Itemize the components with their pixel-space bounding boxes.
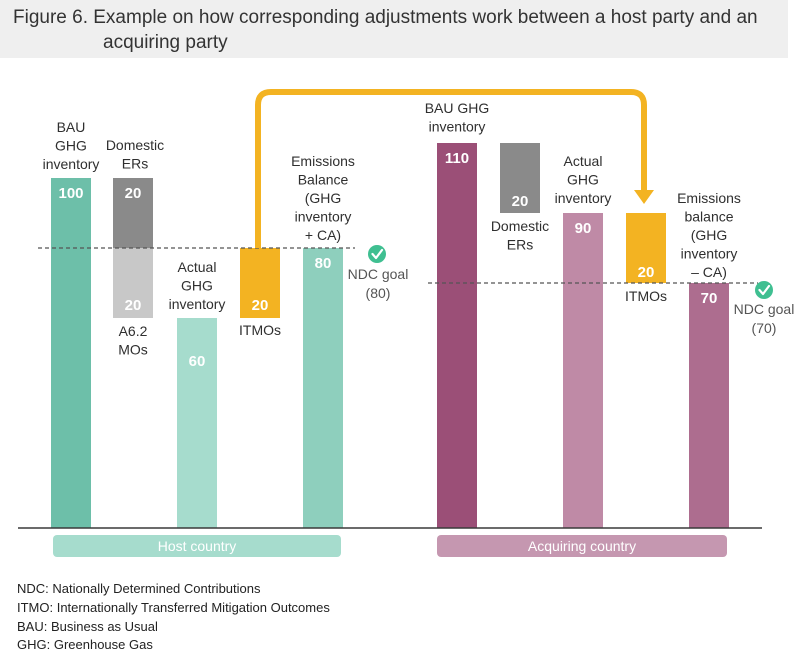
- bar-h-bal: [303, 248, 343, 528]
- bar-label-h-der-line-1: Domestic: [106, 137, 164, 153]
- bar-label-h-bal-line-4: inventory: [295, 209, 352, 225]
- bar-value-h-der: 20: [125, 185, 142, 202]
- bar-a-itmo: [626, 213, 666, 283]
- check-icon-host-tick: [371, 248, 384, 260]
- bar-label-h-a62-line-1: A6.2: [119, 323, 148, 339]
- bar-label-a-bau-line-1: BAU GHG: [425, 100, 490, 116]
- footnote-itmo: ITMO: Internationally Transferred Mitiga…: [17, 600, 330, 615]
- group-label-host: Host country: [158, 538, 237, 554]
- ndc-goal-label-acquiring: NDC goal: [734, 301, 795, 317]
- bar-label-h-bau-line-3: inventory: [43, 156, 100, 172]
- bar-label-h-actual-line-1: Actual: [178, 259, 217, 275]
- bar-a-der: [500, 143, 540, 213]
- figure-title-line-2: acquiring party: [103, 32, 228, 53]
- bar-label-h-bau-line-1: BAU: [57, 119, 86, 135]
- check-icon-acquiring-tick: [758, 284, 771, 296]
- check-icon-host: [368, 245, 386, 263]
- bar-h-der: [113, 178, 153, 248]
- ndc-goal-value-acquiring: (70): [752, 320, 777, 336]
- bar-label-h-bal-line-5: + CA): [305, 227, 341, 243]
- bar-value-a-bau: 110: [445, 150, 469, 167]
- itmo-transfer-arrowhead: [634, 190, 654, 204]
- bar-value-h-actual: 60: [189, 353, 206, 370]
- bar-label-h-bau-line-2: GHG: [55, 138, 87, 154]
- bar-label-a-bal-line-3: (GHG: [691, 227, 728, 243]
- bar-value-a-bal: 70: [701, 290, 718, 307]
- bar-label-a-bal-line-5: – CA): [691, 264, 727, 280]
- bar-label-h-a62-line-2: MOs: [118, 342, 148, 358]
- bar-label-h-der-line-2: ERs: [122, 156, 148, 172]
- bar-a-bau: [437, 143, 477, 528]
- check-icon-acquiring: [755, 281, 773, 299]
- bar-value-a-actual: 90: [575, 220, 592, 237]
- bar-label-a-bau-line-2: inventory: [429, 119, 486, 135]
- bar-h-bau: [51, 178, 91, 528]
- group-label-acquiring: Acquiring country: [528, 538, 636, 554]
- bar-label-a-itmo-line-1: ITMOs: [625, 288, 667, 304]
- bar-label-h-bal-line-3: (GHG: [305, 190, 342, 206]
- bar-label-a-actual-line-2: GHG: [567, 172, 599, 188]
- bar-label-h-bal-line-1: Emissions: [291, 153, 355, 169]
- bar-label-h-itmo-line-1: ITMOs: [239, 322, 281, 338]
- footnote-ndc: NDC: Nationally Determined Contributions: [17, 581, 261, 596]
- itmo-transfer-arrow: [255, 89, 647, 248]
- figure-title-bar: [0, 0, 788, 58]
- bar-label-a-actual-line-3: inventory: [555, 190, 612, 206]
- bar-h-itmo: [240, 248, 280, 318]
- ndc-goal-label-host: NDC goal: [348, 266, 409, 282]
- bar-value-h-a62: 20: [125, 297, 142, 314]
- bar-a-actual: [563, 213, 603, 528]
- bar-h-actual: [177, 318, 217, 528]
- bar-label-h-actual-line-2: GHG: [181, 278, 213, 294]
- bar-value-a-der: 20: [512, 193, 529, 210]
- bar-label-a-actual-line-1: Actual: [564, 153, 603, 169]
- bar-value-h-itmo: 20: [252, 297, 269, 314]
- bar-value-h-bau: 100: [58, 185, 83, 202]
- bar-a-bal: [689, 283, 729, 528]
- bar-label-a-der-line-2: ERs: [507, 237, 533, 253]
- bar-label-a-bal-line-2: balance: [684, 209, 733, 225]
- ndc-goal-value-host: (80): [366, 285, 391, 301]
- bar-label-a-bal-line-4: inventory: [681, 246, 738, 262]
- bar-label-a-der-line-1: Domestic: [491, 218, 549, 234]
- figure-title-line-1: Figure 6. Example on how corresponding a…: [13, 7, 758, 28]
- bar-h-a62: [113, 248, 153, 318]
- footnote-ghg: GHG: Greenhouse Gas: [17, 637, 153, 652]
- group-band-host: [53, 535, 341, 557]
- bar-label-a-bal-line-1: Emissions: [677, 190, 741, 206]
- bar-label-h-bal-line-2: Balance: [298, 172, 349, 188]
- group-band-acquiring: [437, 535, 727, 557]
- bar-value-h-bal: 80: [315, 255, 332, 272]
- bar-label-h-actual-line-3: inventory: [169, 296, 226, 312]
- bar-value-a-itmo: 20: [638, 264, 655, 281]
- footnote-bau: BAU: Business as Usual: [17, 619, 158, 634]
